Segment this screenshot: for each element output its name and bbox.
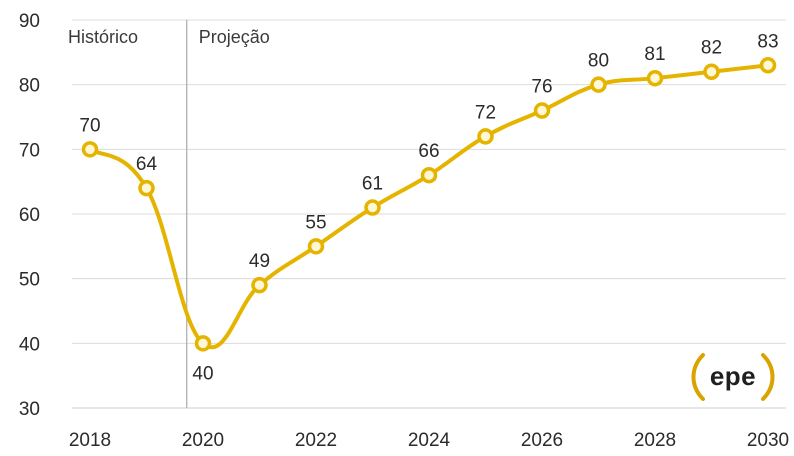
data-point xyxy=(420,166,438,184)
historic-label: Histórico xyxy=(68,27,138,47)
series-line xyxy=(88,63,769,349)
epe-logo-icon: epe xyxy=(691,353,775,401)
logo-text: epe xyxy=(710,361,756,391)
x-tick-label: 2018 xyxy=(69,430,111,451)
data-point xyxy=(194,335,212,352)
data-label: 55 xyxy=(305,212,326,233)
axis-layer: 30 40 50 60 70 80 90 2018 2020 2022 2024 2026 2028 20… xyxy=(19,11,789,451)
data-point xyxy=(307,238,325,255)
logo-arc-right xyxy=(761,353,775,401)
data-label: 40 xyxy=(192,363,213,384)
x-tick-label: 2020 xyxy=(182,430,224,451)
data-point xyxy=(533,102,551,119)
data-point xyxy=(646,69,664,87)
x-tick-label: 2030 xyxy=(747,430,789,451)
data-point xyxy=(759,57,777,74)
y-tick-label: 50 xyxy=(19,270,40,291)
data-point xyxy=(81,141,99,158)
data-label: 66 xyxy=(418,141,439,162)
x-tick-label: 2028 xyxy=(634,430,676,451)
data-label-layer: 70 64 40 49 55 61 66 72 76 80 81 82 83 xyxy=(79,31,778,384)
data-label: 49 xyxy=(249,251,270,272)
logo-arc-left xyxy=(691,353,705,401)
x-tick-label: 2024 xyxy=(408,430,451,451)
data-label: 83 xyxy=(757,31,778,52)
x-tick-label: 2026 xyxy=(521,430,563,451)
y-tick-label: 80 xyxy=(19,76,40,97)
annotation-layer: Histórico Projeção xyxy=(68,20,270,408)
data-point xyxy=(477,128,494,145)
data-label: 64 xyxy=(136,154,158,175)
data-label: 81 xyxy=(644,44,665,65)
data-point xyxy=(364,199,381,216)
series-layer xyxy=(81,57,777,352)
data-point xyxy=(251,276,268,294)
y-tick-label: 90 xyxy=(19,11,40,32)
data-label: 72 xyxy=(475,102,496,123)
y-tick-label: 30 xyxy=(19,399,40,420)
data-label: 80 xyxy=(588,51,609,72)
y-tick-label: 60 xyxy=(19,205,40,226)
y-tick-label: 70 xyxy=(19,140,40,161)
data-point xyxy=(138,179,155,197)
data-point xyxy=(590,76,607,93)
data-label: 82 xyxy=(701,38,722,59)
grid-layer xyxy=(72,19,786,344)
data-point xyxy=(703,63,720,80)
data-label: 70 xyxy=(79,115,100,136)
y-tick-label: 40 xyxy=(19,334,40,355)
x-tick-label: 2022 xyxy=(295,430,337,451)
projection-label: Projeção xyxy=(199,27,270,47)
data-label: 61 xyxy=(362,174,383,195)
data-label: 76 xyxy=(531,77,552,98)
